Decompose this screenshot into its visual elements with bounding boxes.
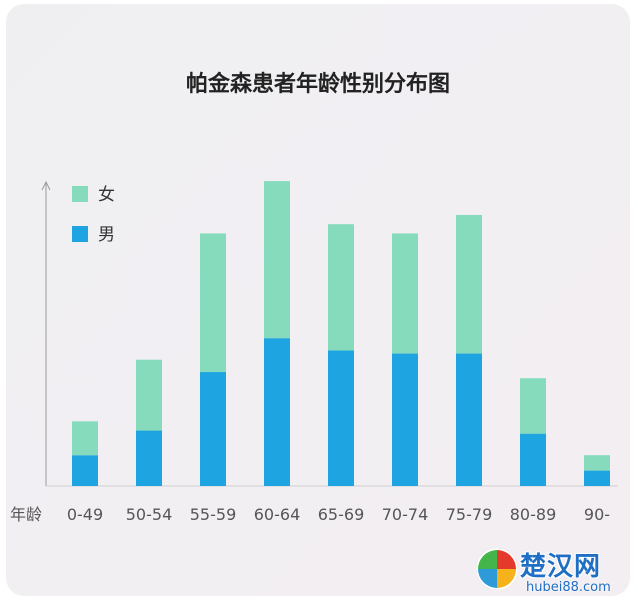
bar-female-90- — [584, 455, 610, 471]
legend-label-2: 男 — [98, 225, 115, 245]
x-tick-label: 75-79 — [446, 505, 493, 524]
bar-male-50-54 — [136, 430, 162, 486]
bar-male-75-79 — [456, 353, 482, 486]
bar-chart: 女男 0-49 50-54 55-59 60-64 65-69 70-74 75-79 80-8… — [10, 180, 618, 524]
x-tick-label: 0-49 — [67, 505, 103, 524]
bar-male-90- — [584, 470, 610, 486]
x-axis-label: 年龄 — [10, 505, 42, 524]
x-tick-label: 55-59 — [190, 505, 237, 524]
bar-female-50-54 — [136, 359, 162, 431]
bar-male-80-89 — [520, 433, 546, 486]
bar-female-0-49 — [72, 421, 98, 456]
bar-female-70-74 — [392, 233, 418, 354]
x-tick-label: 90- — [584, 505, 610, 524]
watermark-logo-icon — [476, 548, 518, 590]
bar-female-75-79 — [456, 214, 482, 354]
bar-male-55-59 — [200, 372, 226, 486]
bar-male-70-74 — [392, 353, 418, 486]
x-tick-label: 65-69 — [318, 505, 365, 524]
bar-female-60-64 — [264, 181, 290, 339]
bar-male-60-64 — [264, 338, 290, 486]
chart-title: 帕金森患者年龄性别分布图 — [185, 72, 450, 97]
watermark: 楚汉网 hubei88.com — [476, 546, 626, 600]
legend-swatch-2 — [72, 226, 88, 242]
bar-female-55-59 — [200, 233, 226, 373]
x-tick-label: 60-64 — [254, 505, 301, 524]
watermark-url: hubei88.com — [526, 580, 611, 595]
watermark-text: 楚汉网 — [520, 552, 602, 582]
bar-female-80-89 — [520, 378, 546, 434]
x-tick-label: 80-89 — [510, 505, 557, 524]
bar-male-65-69 — [328, 350, 354, 486]
x-tick-label: 50-54 — [126, 505, 173, 524]
bar-female-65-69 — [328, 224, 354, 351]
legend-swatch-1 — [72, 186, 88, 202]
x-tick-label: 70-74 — [382, 505, 429, 524]
legend-label-1: 女 — [98, 185, 115, 205]
bar-male-0-49 — [72, 455, 98, 486]
y-axis-arrow-icon — [41, 180, 51, 191]
chart-card: 帕金森患者年龄性别分布图 女男 0-49 50-54 55-59 60-64 65-69 7… — [6, 4, 630, 596]
